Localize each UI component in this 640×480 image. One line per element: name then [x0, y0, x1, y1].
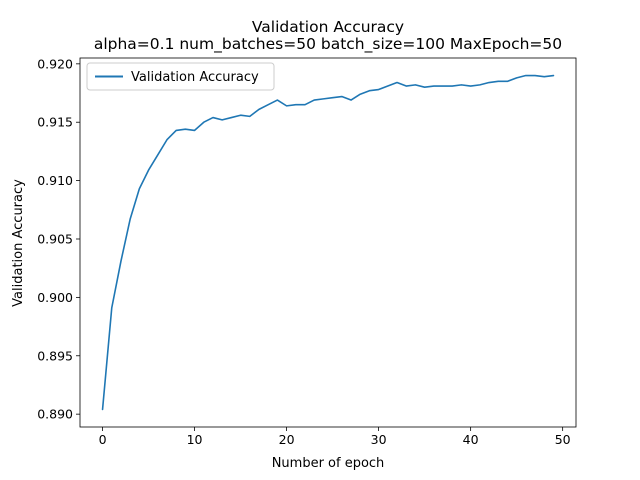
y-tick-label: 0.905 [37, 231, 73, 246]
plot-frame [79, 57, 577, 428]
y-axis-label: Validation Accuracy [11, 179, 26, 307]
y-tick-label: 0.900 [37, 290, 73, 305]
chart-subtitle: alpha=0.1 num_batches=50 batch_size=100 … [94, 35, 562, 54]
plot-area [101, 74, 555, 411]
series-line [101, 74, 555, 411]
x-tick-label: 0 [99, 432, 107, 447]
y-tick-label: 0.895 [37, 348, 73, 363]
legend-label: Validation Accuracy [131, 70, 259, 85]
x-tick-label: 50 [555, 432, 571, 447]
x-tick-label: 40 [463, 432, 479, 447]
axis-ticks: 0 10 20 30 40 50 0.890 0.895 0.900 0.905 0.910 0.91… [37, 56, 570, 447]
y-tick-label: 0.910 [37, 173, 73, 188]
x-axis-label: Number of epoch [272, 456, 385, 471]
y-tick-label: 0.920 [37, 56, 73, 71]
chart-title: Validation Accuracy [252, 18, 404, 36]
x-tick-label: 10 [187, 432, 203, 447]
y-tick-label: 0.890 [37, 407, 73, 422]
x-tick-label: 30 [371, 432, 387, 447]
x-tick-label: 20 [279, 432, 295, 447]
legend-box [86, 62, 275, 91]
y-tick-label: 0.915 [37, 115, 73, 130]
legend: Validation Accuracy [86, 62, 275, 91]
